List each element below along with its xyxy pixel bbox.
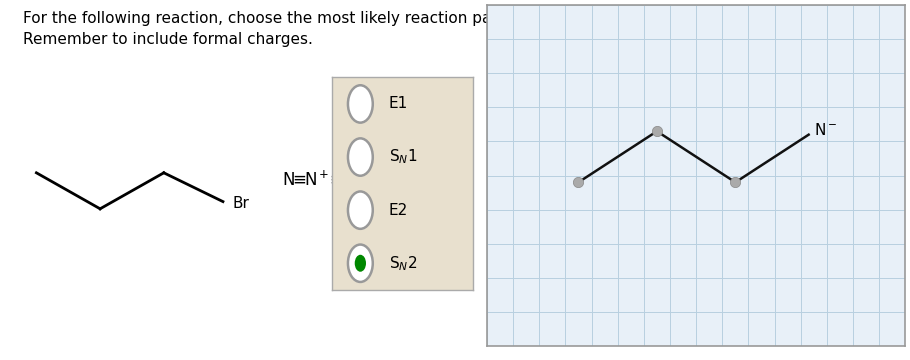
Circle shape <box>348 192 373 229</box>
Circle shape <box>348 244 373 282</box>
Text: N$^-$: N$^-$ <box>814 122 837 138</box>
Point <box>571 179 586 185</box>
Text: For the following reaction, choose the most likely reaction pathway and draw the: For the following reaction, choose the m… <box>23 11 774 47</box>
Point <box>728 179 743 185</box>
Text: E2: E2 <box>389 203 408 218</box>
Text: S$_N$2: S$_N$2 <box>389 254 417 273</box>
Circle shape <box>348 85 373 123</box>
Text: N$\!\!\equiv\!\!$N$^+\!\!\equiv\!\!$N$^-$: N$\!\!\equiv\!\!$N$^+\!\!\equiv\!\!$N$^-… <box>282 170 367 190</box>
Text: ✕: ✕ <box>464 0 480 2</box>
Text: S$_N$1: S$_N$1 <box>389 148 417 166</box>
Circle shape <box>348 138 373 176</box>
Point <box>650 129 664 134</box>
Text: Br: Br <box>232 196 249 211</box>
Circle shape <box>355 255 366 272</box>
Text: E1: E1 <box>389 96 408 112</box>
